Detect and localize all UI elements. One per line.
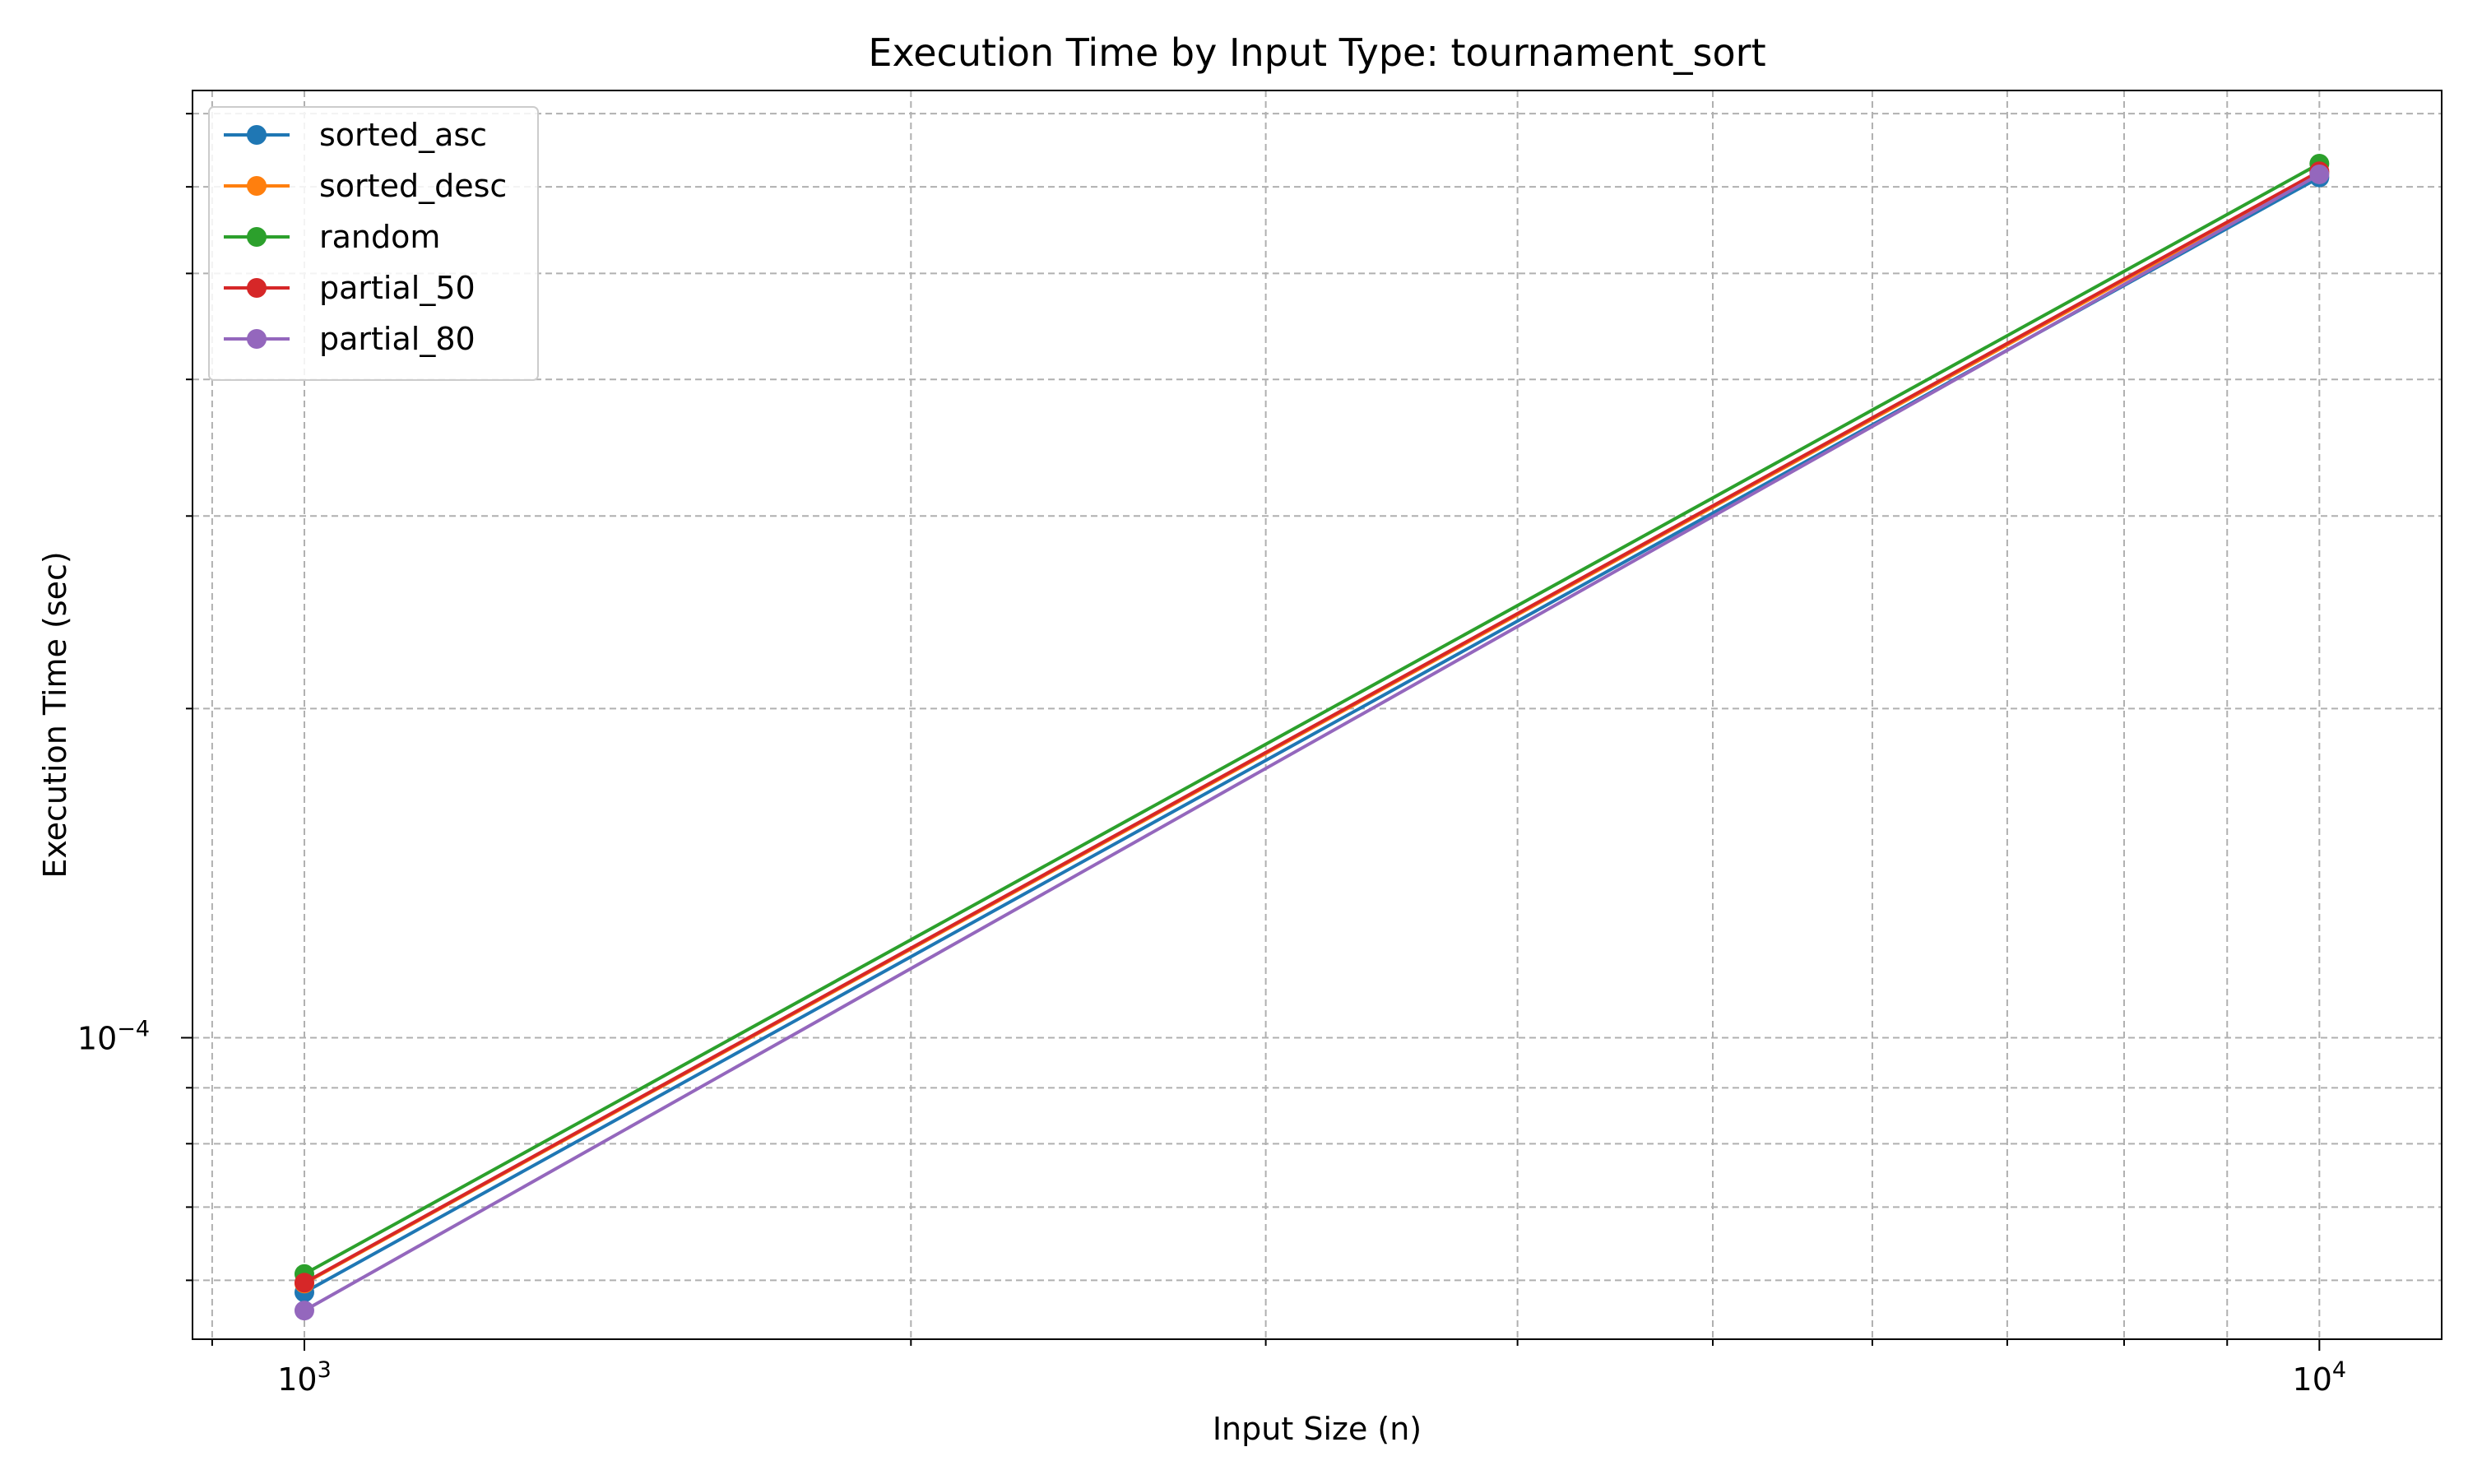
- legend-label: sorted_desc: [319, 168, 507, 204]
- legend-label: random: [319, 219, 440, 255]
- series-layer: [294, 153, 2330, 1321]
- legend-marker: [247, 227, 267, 247]
- data-point-partial_80: [294, 1301, 314, 1321]
- legend-marker: [247, 176, 267, 196]
- legend-label: partial_80: [319, 321, 476, 357]
- series-line-random: [304, 162, 2321, 1276]
- data-point-partial_80: [2309, 164, 2330, 184]
- legend-item-sorted_desc: sorted_desc: [224, 168, 507, 204]
- x-tick-label: 103: [277, 1357, 332, 1398]
- legend-item-partial_50: partial_50: [224, 270, 476, 306]
- legend-marker: [247, 278, 267, 298]
- legend-item-sorted_asc: sorted_asc: [224, 117, 487, 153]
- legend-marker: [247, 329, 267, 349]
- axes: 103 104 10−4: [77, 113, 2347, 1398]
- x-tick-label: 104: [2293, 1357, 2347, 1398]
- legend-item-partial_80: partial_80: [224, 321, 476, 357]
- legend-marker: [247, 125, 267, 145]
- legend-label: sorted_asc: [319, 117, 487, 153]
- x-axis-label: Input Size (n): [1213, 1411, 1422, 1447]
- series-line-partial_50: [304, 169, 2321, 1285]
- legend-item-random: random: [224, 219, 440, 255]
- chart-title: Execution Time by Input Type: tournament…: [868, 30, 1765, 75]
- legend-label: partial_50: [319, 270, 476, 306]
- series-line-partial_80: [304, 173, 2321, 1312]
- plot-frame: [192, 90, 2442, 1340]
- legend-box: [208, 106, 539, 381]
- y-tick-label: 10−4: [77, 1016, 150, 1056]
- y-axis-label: Execution Time (sec): [37, 551, 73, 878]
- data-point-partial_50: [294, 1273, 314, 1293]
- series-partial_80: [294, 164, 2330, 1321]
